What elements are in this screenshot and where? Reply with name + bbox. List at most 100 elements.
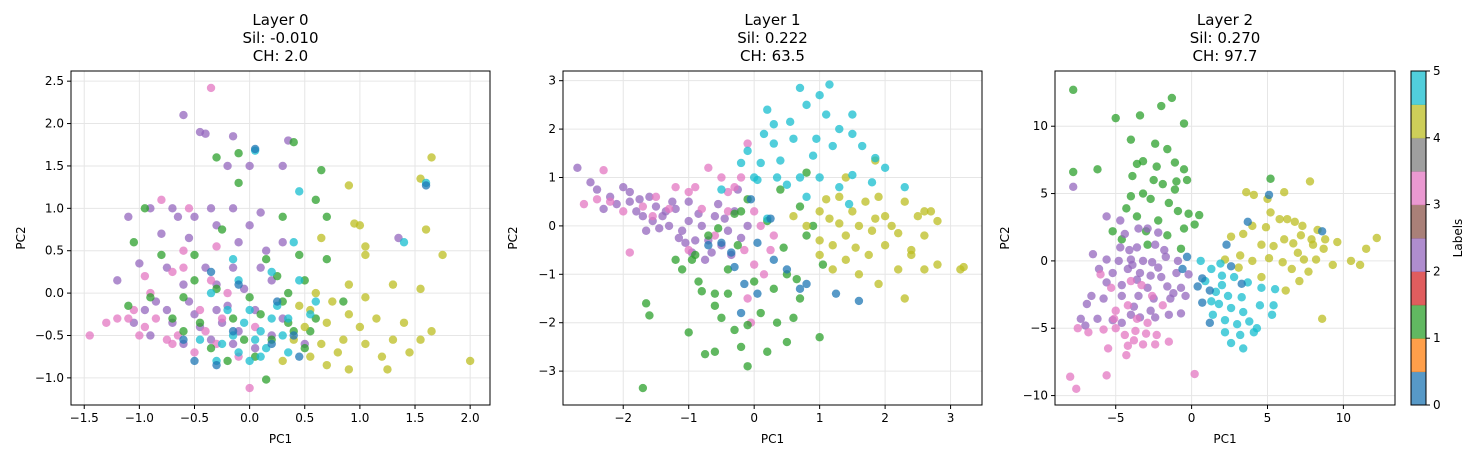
scatter-point [697, 204, 706, 214]
scatter-points [1065, 85, 1381, 394]
scatter-point [1214, 299, 1224, 309]
scatter-point [700, 255, 710, 264]
scatter-point [1158, 179, 1167, 189]
scatter-point [278, 238, 287, 247]
scatter-point [573, 163, 582, 173]
colorbar-band [1411, 137, 1426, 172]
scatter-point [815, 333, 824, 342]
y-tick-label: 0.5 [45, 244, 64, 258]
scatter-point [361, 293, 370, 302]
scatter-point [361, 250, 370, 260]
scatter-point [671, 182, 680, 192]
scatter-point [802, 231, 811, 240]
scatter-point [1138, 189, 1148, 198]
scatter-point [1232, 319, 1242, 329]
scatter-point [1102, 255, 1111, 264]
scatter-point [1109, 314, 1119, 324]
scatter-point [421, 181, 431, 190]
scatter-point [201, 129, 210, 138]
scatter-point [295, 276, 304, 285]
scatter-point [339, 335, 348, 344]
scatter-point [746, 195, 756, 204]
scatter-point [1117, 291, 1126, 301]
scatter-point [1163, 231, 1172, 240]
scatter-point [743, 362, 752, 371]
x-tick-label: 10 [1336, 411, 1351, 425]
scatter-point [1093, 165, 1102, 174]
x-tick-label: 1.0 [350, 411, 369, 425]
scatter-point [1257, 240, 1266, 249]
scatter-point [245, 221, 254, 230]
scatter-point [1126, 135, 1136, 144]
scatter-point [234, 280, 243, 289]
scatter-point [179, 110, 188, 120]
scatter-point [1226, 262, 1236, 271]
scatter-point [278, 356, 287, 366]
scatter-point [691, 236, 700, 245]
scatter-point [416, 335, 425, 344]
scatter-point [1275, 214, 1284, 224]
y-tick-label: −10 [1023, 389, 1048, 403]
scatter-point [645, 311, 654, 320]
scatter-point [427, 153, 436, 162]
scatter-point [372, 314, 381, 323]
scatter-point [749, 260, 759, 269]
scatter-point [772, 173, 782, 182]
scatter-point [785, 117, 795, 127]
scatter-point [1117, 318, 1126, 328]
scatter-point [1147, 258, 1157, 267]
scatter-point [1143, 224, 1152, 233]
scatter-point [635, 195, 644, 204]
scatter-point [212, 305, 221, 315]
scatter-point [1176, 283, 1186, 293]
colorbar-band [1411, 204, 1426, 239]
scatter-point [1182, 175, 1192, 185]
scatter-point [720, 214, 729, 223]
scatter-point [344, 310, 354, 319]
scatter-point [421, 225, 431, 234]
scatter-point [1120, 330, 1130, 340]
scatter-point [851, 243, 860, 252]
x-tick-label: 1.5 [405, 411, 424, 425]
title-line: CH: 97.7 [1193, 47, 1258, 65]
scatter-point [206, 276, 216, 285]
scatter-point [769, 255, 779, 264]
scatter-point [190, 348, 199, 357]
x-axis-label: PC1 [761, 432, 784, 446]
scatter-point [1160, 245, 1169, 255]
scatter-point [664, 221, 674, 231]
scatter-point [854, 221, 864, 231]
scatter-point [841, 255, 851, 264]
scatter-point [821, 110, 831, 119]
scatter-point [173, 212, 183, 222]
scatter-point [190, 212, 199, 222]
scatter-point [1123, 301, 1133, 310]
scatter-point [900, 294, 909, 303]
scatter-point [1239, 307, 1248, 317]
colorbar-bands [1411, 71, 1426, 406]
scatter-point [1296, 231, 1306, 240]
x-tick-label: 3 [947, 411, 955, 425]
scatter-point [684, 245, 693, 255]
scatter-point [322, 360, 332, 370]
scatter-point [795, 284, 805, 294]
scatter-point [1205, 318, 1215, 328]
scatter-point [776, 156, 785, 165]
scatter-point [1222, 240, 1231, 249]
scatter-point [867, 226, 877, 235]
scatter-point [1150, 313, 1160, 322]
scatter-point [124, 314, 133, 323]
scatter-point [723, 265, 733, 274]
scatter-point [835, 182, 844, 192]
y-axis-label: PC2 [14, 226, 28, 249]
scatter-point [835, 124, 844, 134]
scatter-point [1196, 256, 1205, 266]
scatter-point [625, 248, 634, 257]
scatter-point [894, 228, 903, 238]
scatter-point [704, 163, 713, 173]
title-line: Layer 0 [252, 11, 308, 29]
scatter-point [1176, 244, 1186, 253]
scatter-point [763, 105, 772, 114]
scatter-point [1320, 235, 1330, 244]
